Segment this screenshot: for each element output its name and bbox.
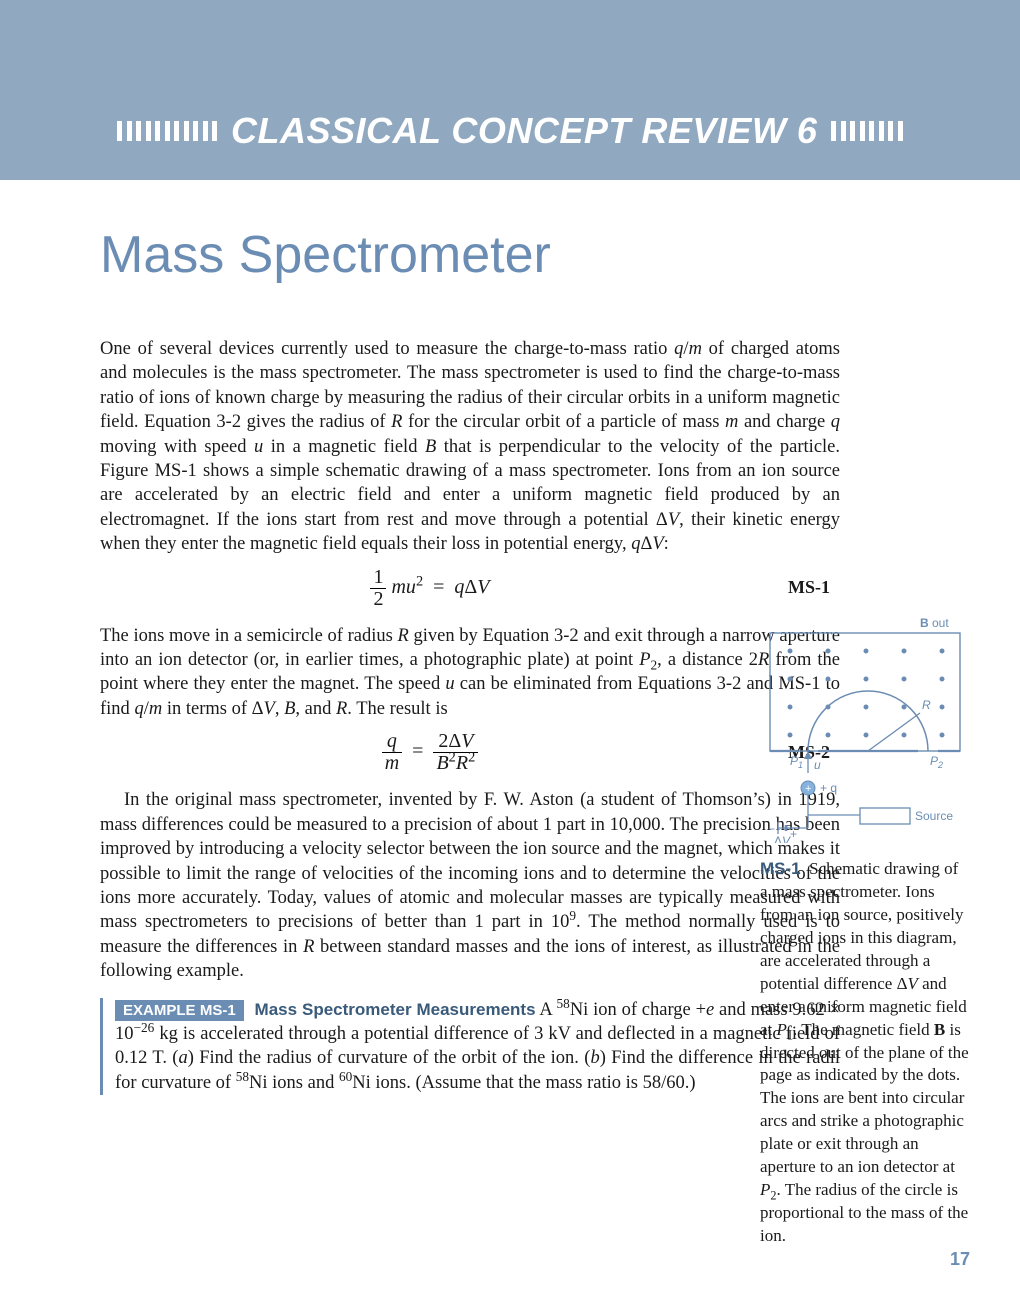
figure-caption: MS-1 Schematic drawing of a mass spectro… <box>760 858 970 1248</box>
equation-ms1: 12 mu2 = qΔV <box>100 567 760 610</box>
page-number: 17 <box>950 1249 970 1270</box>
b-out-label: B out <box>920 616 949 630</box>
chapter-header-band: CLASSICAL CONCEPT REVIEW 6 <box>0 0 1020 180</box>
svg-text:+: + <box>790 827 797 841</box>
deltaV-label: ΔV <box>774 834 791 843</box>
paragraph-3: In the original mass spectrometer, inven… <box>100 788 840 983</box>
source-label: Source <box>915 809 953 823</box>
u-label: u <box>814 758 821 772</box>
spectrometer-diagram: B out R P1 P2 u + + q Source <box>760 613 970 843</box>
header-text: CLASSICAL CONCEPT REVIEW 6 <box>231 110 817 152</box>
figure-label: MS-1 <box>760 859 801 878</box>
equation-ms1-tag: MS-1 <box>760 576 840 600</box>
figure-sidebar: B out R P1 P2 u + + q Source <box>760 613 970 1248</box>
example-title: Mass Spectrometer Measurements <box>255 1000 536 1019</box>
chapter-header-title: CLASSICAL CONCEPT REVIEW 6 <box>0 110 1020 152</box>
paragraph-2: The ions move in a semicircle of radius … <box>100 624 840 722</box>
equation-ms2: qm = 2ΔVB2R2 <box>100 731 760 774</box>
figure-caption-text: Schematic drawing of a mass spectrometer… <box>760 859 969 1245</box>
example-block: EXAMPLE MS-1 Mass Spectrometer Measureme… <box>100 998 840 1096</box>
p1-label: P1 <box>790 754 803 770</box>
page-title: Mass Spectrometer <box>100 225 920 285</box>
equation-ms2-row: qm = 2ΔVB2R2 MS-2 <box>100 731 840 774</box>
equation-ms1-row: 12 mu2 = qΔV MS-1 <box>100 567 840 610</box>
tick-decoration-left <box>117 121 217 141</box>
tick-decoration-right <box>831 121 903 141</box>
field-dots <box>788 649 945 738</box>
example-body: EXAMPLE MS-1 Mass Spectrometer Measureme… <box>115 998 840 1096</box>
svg-text:+: + <box>805 783 811 795</box>
p2-label: P2 <box>930 754 943 770</box>
main-column: One of several devices currently used to… <box>100 337 840 1095</box>
plus-q-label: + q <box>820 781 837 795</box>
example-label: EXAMPLE MS-1 <box>115 1000 244 1021</box>
paragraph-1: One of several devices currently used to… <box>100 337 840 557</box>
r-label: R <box>922 698 931 712</box>
